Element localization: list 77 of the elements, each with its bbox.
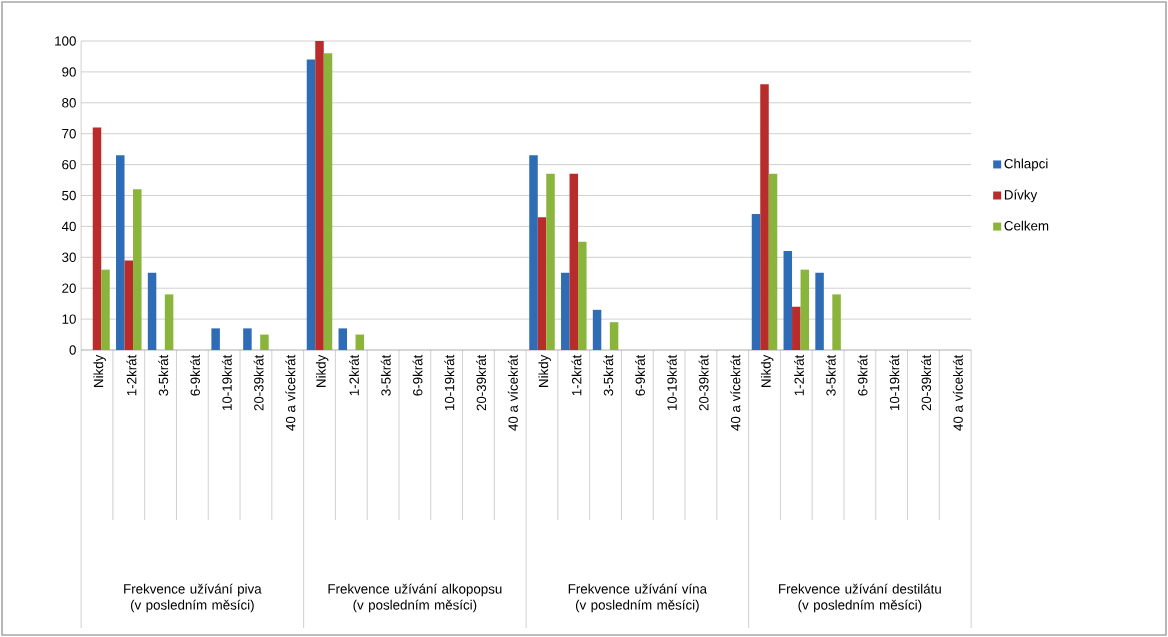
x-tick-label: 1-2krát bbox=[348, 354, 359, 396]
x-tick-label: Nikdy bbox=[538, 354, 551, 387]
bar bbox=[211, 328, 220, 350]
y-tick-label: 40 bbox=[61, 221, 76, 232]
x-tick-label: 3-5krát bbox=[603, 354, 614, 396]
x-tick-label: 20-39krát bbox=[476, 354, 487, 411]
x-tick-label: 6-9krát bbox=[857, 354, 868, 396]
bar bbox=[800, 269, 810, 350]
y-tick-label: 50 bbox=[62, 190, 76, 201]
bar bbox=[323, 53, 333, 350]
text: Frekvence užívání vína (v posledním měsíci) bbox=[568, 583, 708, 613]
bar bbox=[164, 294, 174, 350]
x-tick-label: 10-19krát bbox=[666, 354, 677, 411]
bar bbox=[592, 309, 602, 350]
x-tick-label: 20-39krát bbox=[921, 354, 932, 411]
bar bbox=[609, 322, 619, 350]
bar bbox=[116, 155, 125, 350]
bar bbox=[338, 328, 348, 350]
bar bbox=[529, 155, 538, 350]
x-tick-label: 10-19krát bbox=[889, 354, 900, 411]
y-tick-label: 20 bbox=[62, 283, 76, 293]
x-tick-label: 3-5krát bbox=[825, 354, 836, 396]
bar bbox=[546, 173, 555, 350]
x-tick-label: 40 a vícekrát bbox=[952, 354, 963, 431]
text: Frekvence užívání alkopopsu (v posledním měsíci) bbox=[328, 583, 502, 613]
bar bbox=[124, 260, 134, 350]
bar bbox=[815, 272, 824, 350]
legend-label: Chlapci bbox=[1004, 158, 1048, 172]
x-tick-label: 40 a vícekrát bbox=[730, 354, 741, 431]
x-tick-label: 6-9krát bbox=[190, 354, 200, 396]
bar bbox=[751, 214, 761, 350]
bar bbox=[92, 127, 102, 350]
y-tick-label: 100 bbox=[55, 36, 76, 46]
bar bbox=[147, 272, 157, 350]
x-tick-label: 6-9krát bbox=[412, 354, 423, 396]
x-tick-label: 6-9krát bbox=[635, 354, 645, 396]
x-tick-label: 20-39krát bbox=[253, 354, 264, 411]
bar bbox=[768, 173, 778, 350]
x-tick-label: 3-5krát bbox=[158, 354, 169, 396]
bar bbox=[133, 189, 142, 350]
text: Frekvence užívání piva (v posledním měsíci) bbox=[124, 583, 262, 613]
bar bbox=[101, 269, 110, 350]
bar bbox=[783, 251, 793, 350]
bar bbox=[243, 328, 252, 350]
bar bbox=[355, 334, 365, 350]
legend-label: Celkem bbox=[1004, 220, 1049, 231]
y-tick-label: 70 bbox=[62, 128, 76, 139]
y-tick-label: 10 bbox=[62, 314, 76, 324]
x-tick-label: 1-2krát bbox=[793, 354, 804, 396]
bar bbox=[260, 334, 269, 350]
y-tick-label: 0 bbox=[69, 345, 76, 355]
x-tick-label: Nikdy bbox=[315, 354, 329, 387]
bar bbox=[306, 59, 316, 350]
y-tick-label: 60 bbox=[62, 159, 76, 170]
y-tick-label: 90 bbox=[62, 67, 76, 77]
x-tick-label: 10-19krát bbox=[444, 354, 455, 411]
x-tick-label: 40 a vícekrát bbox=[507, 354, 518, 431]
bar bbox=[578, 241, 587, 350]
text: Frekvence užívání destilátu (v posledním měsíci) bbox=[779, 583, 941, 613]
y-tick-label: 30 bbox=[62, 252, 76, 263]
x-tick-label: 10-19krát bbox=[221, 354, 232, 411]
bar bbox=[569, 173, 579, 350]
legend-label: Dívky bbox=[1004, 189, 1038, 203]
bar bbox=[792, 306, 801, 350]
x-tick-label: Nikdy bbox=[93, 354, 106, 387]
bar bbox=[832, 294, 841, 350]
bar bbox=[315, 41, 324, 350]
x-tick-label: 1-2krát bbox=[126, 354, 137, 396]
bar bbox=[760, 84, 769, 350]
x-tick-label: 3-5krát bbox=[380, 354, 391, 396]
bar bbox=[537, 217, 547, 350]
y-tick-label: 80 bbox=[62, 98, 76, 108]
x-tick-label: 1-2krát bbox=[571, 354, 582, 396]
x-tick-label: 40 a vícekrát bbox=[285, 354, 296, 431]
bar bbox=[561, 272, 570, 350]
x-tick-label: Nikdy bbox=[760, 354, 774, 387]
x-tick-label: 20-39krát bbox=[698, 354, 709, 411]
